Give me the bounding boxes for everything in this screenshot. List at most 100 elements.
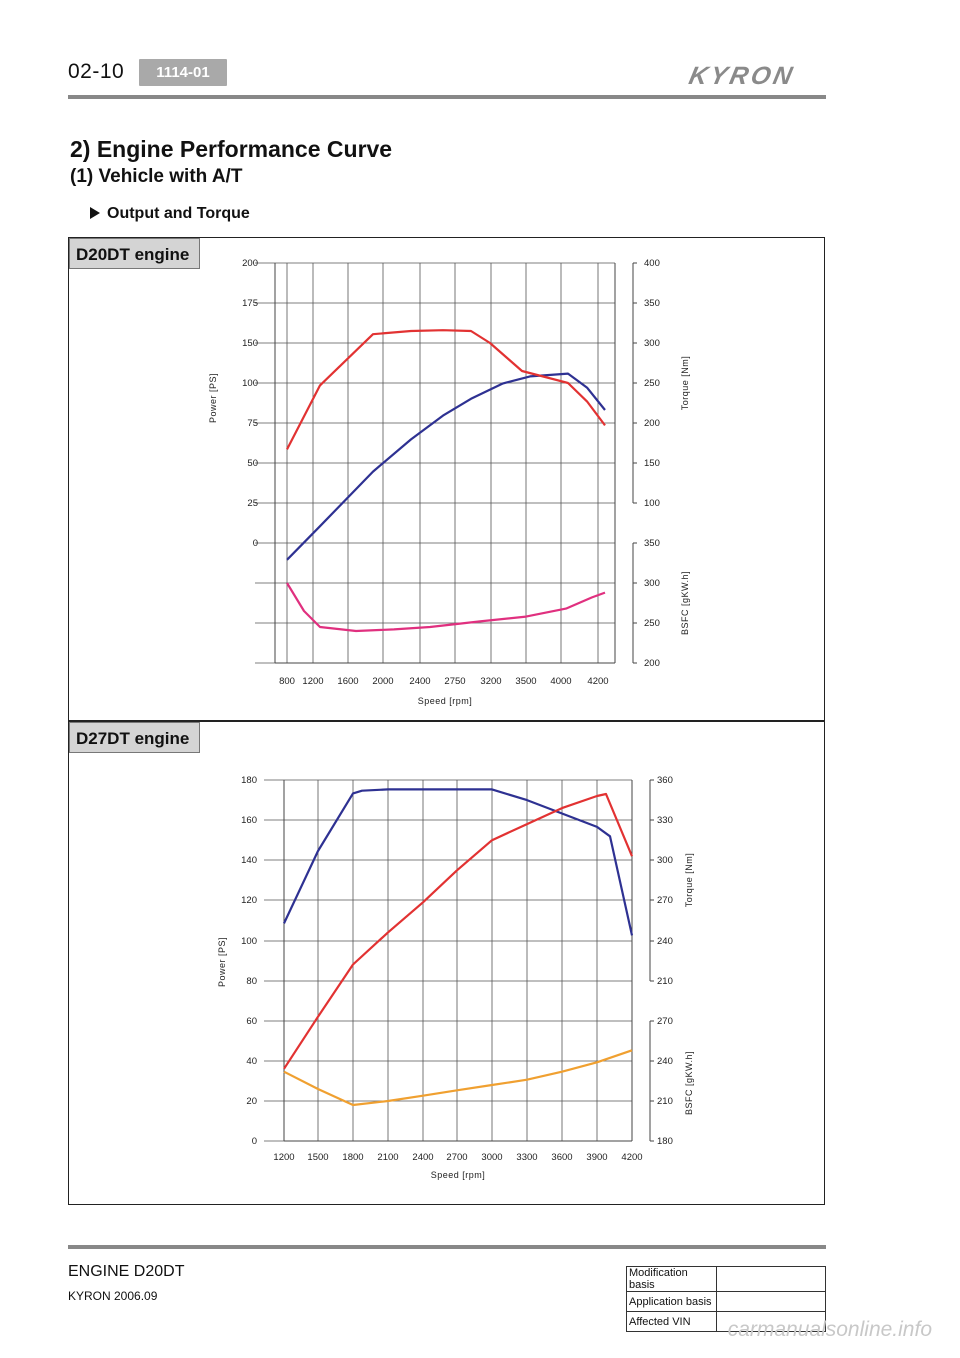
page-title: 2) Engine Performance Curve [70, 136, 393, 162]
bsfc-axis-title: BSFC [gKW.h] [680, 571, 690, 635]
d20dt-engine-label: D20DT engine [69, 238, 200, 269]
page-number: 02-10 [68, 60, 125, 83]
left-axis-title: Power [PS] [217, 937, 227, 987]
table-row: Affected VIN [626, 1311, 826, 1332]
watermark: carmanualsonline.info [727, 1318, 932, 1341]
left-tick-label: 100 [241, 936, 257, 947]
x-tick-label: 2400 [409, 676, 430, 687]
footer-subtitle: KYRON 2006.09 [68, 1289, 158, 1303]
logo-text: KYRON [686, 62, 797, 88]
torque-tick-label: 100 [644, 498, 660, 509]
x-tick-label: 3000 [481, 1152, 502, 1163]
table-cell-label: Modification basis [626, 1266, 717, 1292]
table-row: Modification basis [626, 1266, 826, 1292]
x-tick-label: 4200 [587, 676, 608, 687]
x-tick-label: 2100 [377, 1152, 398, 1163]
table-cell-value [716, 1311, 826, 1332]
left-tick-label: 150 [242, 338, 258, 349]
left-tick-label: 60 [246, 1016, 257, 1027]
torque-curve [286, 329, 606, 450]
left-tick-label: 20 [246, 1096, 257, 1107]
bsfc-curve [283, 1049, 633, 1107]
x-tick-label: 1500 [307, 1152, 328, 1163]
left-tick-label: 160 [241, 815, 257, 826]
torque-tick-label: 150 [644, 458, 660, 469]
x-tick-label: 1200 [302, 676, 323, 687]
modification-table: Modification basis Application basis Aff… [626, 1266, 826, 1332]
left-tick-label: 175 [242, 298, 258, 309]
x-tick-label: 1200 [273, 1152, 294, 1163]
d27dt-chart [264, 779, 654, 1142]
torque-axis-title: Torque [Nm] [680, 356, 690, 411]
x-tick-label: 4200 [621, 1152, 642, 1163]
left-axis-title: Power [PS] [208, 373, 218, 423]
bsfc-axis-title: BSFC [gKW.h] [684, 1051, 694, 1115]
torque-tick-label: 250 [644, 378, 660, 389]
left-tick-label: 100 [242, 378, 258, 389]
left-tick-label: 25 [247, 498, 258, 509]
x-tick-label: 3500 [515, 676, 536, 687]
bsfc-tick-label: 250 [644, 618, 660, 629]
header-rule [68, 95, 826, 99]
d27dt-engine-label: D27DT engine [69, 722, 200, 753]
bsfc-tick-label: 210 [657, 1096, 673, 1107]
left-tick-label: 80 [246, 976, 257, 987]
left-tick-label: 40 [246, 1056, 257, 1067]
bsfc-tick-label: 240 [657, 1056, 673, 1067]
torque-axis-title: Torque [Nm] [684, 853, 694, 908]
left-tick-label: 180 [241, 775, 257, 786]
left-tick-label: 0 [253, 538, 258, 549]
bullet-heading: Output and Torque [90, 205, 250, 223]
x-tick-label: 3600 [551, 1152, 572, 1163]
torque-tick-label: 300 [644, 338, 660, 349]
footer-title: ENGINE D20DT [68, 1263, 185, 1280]
bsfc-curve [286, 582, 606, 633]
x-axis-title: Speed [rpm] [431, 1170, 486, 1180]
x-axis-title: Speed [rpm] [418, 696, 473, 706]
footer-rule [68, 1245, 826, 1249]
left-tick-label: 50 [247, 458, 258, 469]
x-tick-label: 3900 [586, 1152, 607, 1163]
bsfc-tick-label: 270 [657, 1016, 673, 1027]
bullet-triangle-icon [90, 207, 100, 219]
left-tick-label: 200 [242, 258, 258, 269]
table-row: Application basis [626, 1291, 826, 1312]
bsfc-tick-label: 350 [644, 538, 660, 549]
x-tick-label: 1800 [342, 1152, 363, 1163]
torque-tick-label: 300 [657, 855, 673, 866]
torque-tick-label: 210 [657, 976, 673, 987]
section-subtitle: (1) Vehicle with A/T [70, 166, 243, 187]
bullet-text: Output and Torque [107, 205, 250, 222]
x-tick-label: 2700 [446, 1152, 467, 1163]
x-tick-label: 2750 [444, 676, 465, 687]
left-tick-label: 140 [241, 855, 257, 866]
d20dt-chart [255, 262, 637, 664]
left-tick-label: 120 [241, 895, 257, 906]
bsfc-tick-label: 200 [644, 658, 660, 669]
torque-tick-label: 330 [657, 815, 673, 826]
kyron-logo: KYRON [686, 62, 797, 88]
section-code-badge: 1114-01 [139, 59, 227, 86]
torque-curve [283, 788, 634, 936]
table-cell-label: Application basis [626, 1291, 717, 1312]
table-cell-value [716, 1291, 826, 1312]
x-tick-label: 800 [279, 676, 295, 687]
bsfc-tick-label: 300 [644, 578, 660, 589]
chart-frame-divider [68, 720, 825, 722]
torque-tick-label: 400 [644, 258, 660, 269]
power-curve [286, 372, 606, 561]
torque-tick-label: 270 [657, 895, 673, 906]
torque-tick-label: 350 [644, 298, 660, 309]
torque-tick-label: 200 [644, 418, 660, 429]
table-cell-value [716, 1266, 826, 1292]
x-tick-label: 3300 [516, 1152, 537, 1163]
torque-tick-label: 240 [657, 936, 673, 947]
x-tick-label: 1600 [337, 676, 358, 687]
left-tick-label: 0 [252, 1136, 257, 1147]
x-tick-label: 4000 [550, 676, 571, 687]
x-tick-label: 2000 [372, 676, 393, 687]
left-tick-label: 75 [247, 418, 258, 429]
x-tick-label: 3200 [480, 676, 501, 687]
bsfc-tick-label: 180 [657, 1136, 673, 1147]
